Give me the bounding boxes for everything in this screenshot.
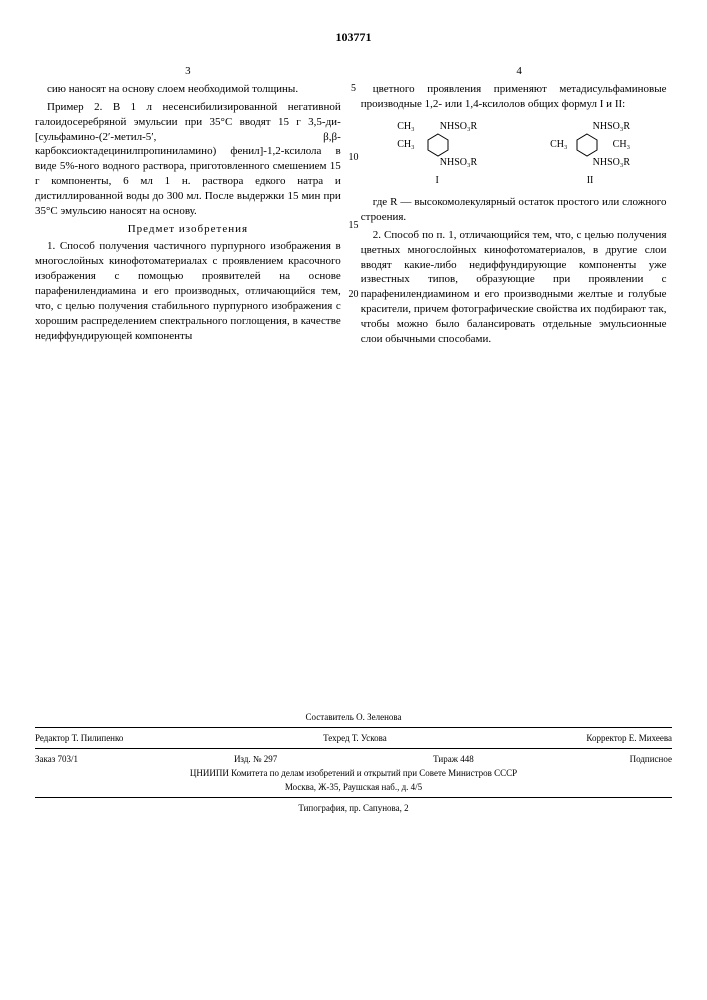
- left-p2: Пример 2. В 1 л несенсибилизированной не…: [35, 100, 341, 219]
- f2-middle-right: CH₃: [613, 138, 630, 152]
- formula-II-label: II: [550, 174, 630, 188]
- footer-order: Заказ 703/1: [35, 754, 78, 764]
- two-column-layout: сию наносят на основу слоем необходимой …: [35, 82, 672, 350]
- formula-I-label: I: [397, 174, 477, 188]
- formula-I: CH₃ NHSO₃R CH₃ NHSO₃R I: [397, 120, 477, 188]
- f2-left: CH₃: [550, 138, 567, 152]
- col-left-num: 3: [35, 65, 341, 77]
- footer-compiler: Составитель О. Зеленова: [35, 710, 672, 724]
- footer-corrector: Корректор Е. Михеева: [586, 733, 672, 743]
- footer-signed: Подписное: [630, 754, 672, 764]
- right-p1: цветного проявления применяют метадисуль…: [361, 82, 667, 112]
- line-num-10: 10: [347, 151, 360, 165]
- formula-block: CH₃ NHSO₃R CH₃ NHSO₃R I NHSO₃R CH₃: [361, 120, 667, 188]
- footer-izd: Изд. № 297: [234, 754, 277, 764]
- f1-left: CH₃: [397, 138, 414, 152]
- benzene-ring-icon: [574, 132, 600, 158]
- line-numbers: 5 10 15 20: [347, 82, 360, 356]
- formula-II: NHSO₃R CH₃ CH₃ NHSO₃R II: [550, 120, 630, 188]
- section-title: Предмет изобретения: [35, 222, 341, 237]
- doc-number: 103771: [35, 30, 672, 45]
- column-headers: 3 4: [35, 65, 672, 77]
- benzene-ring-icon: [425, 132, 451, 158]
- footer: Составитель О. Зеленова Редактор Т. Пили…: [35, 710, 672, 815]
- footer-typography: Типография, пр. Сапунова, 2: [35, 801, 672, 815]
- left-p1: сию наносят на основу слоем необходимой …: [35, 82, 341, 97]
- line-num-5: 5: [347, 82, 360, 96]
- right-p2: где R — высокомолекулярный остаток прост…: [361, 195, 667, 225]
- right-column: цветного проявления применяют метадисуль…: [361, 82, 667, 350]
- left-p3: 1. Способ получения частичного пурпурног…: [35, 239, 341, 343]
- f1-top-left: CH₃: [397, 120, 414, 134]
- line-num-15: 15: [347, 219, 360, 233]
- footer-org: ЦНИИПИ Комитета по делам изобретений и о…: [35, 766, 672, 780]
- footer-tirazh: Тираж 448: [433, 754, 474, 764]
- f1-bottom-right: NHSO₃R: [440, 156, 477, 170]
- footer-address: Москва, Ж-35, Раушская наб., д. 4/5: [35, 780, 672, 794]
- f2-bottom-right: NHSO₃R: [593, 156, 630, 170]
- footer-techred: Техред Т. Ускова: [323, 733, 387, 743]
- footer-editor: Редактор Т. Пилипенко: [35, 733, 123, 743]
- col-right-num: 4: [366, 65, 672, 77]
- left-column: сию наносят на основу слоем необходимой …: [35, 82, 341, 350]
- right-p3: 2. Способ по п. 1, отличающийся тем, что…: [361, 228, 667, 347]
- line-num-20: 20: [347, 288, 360, 302]
